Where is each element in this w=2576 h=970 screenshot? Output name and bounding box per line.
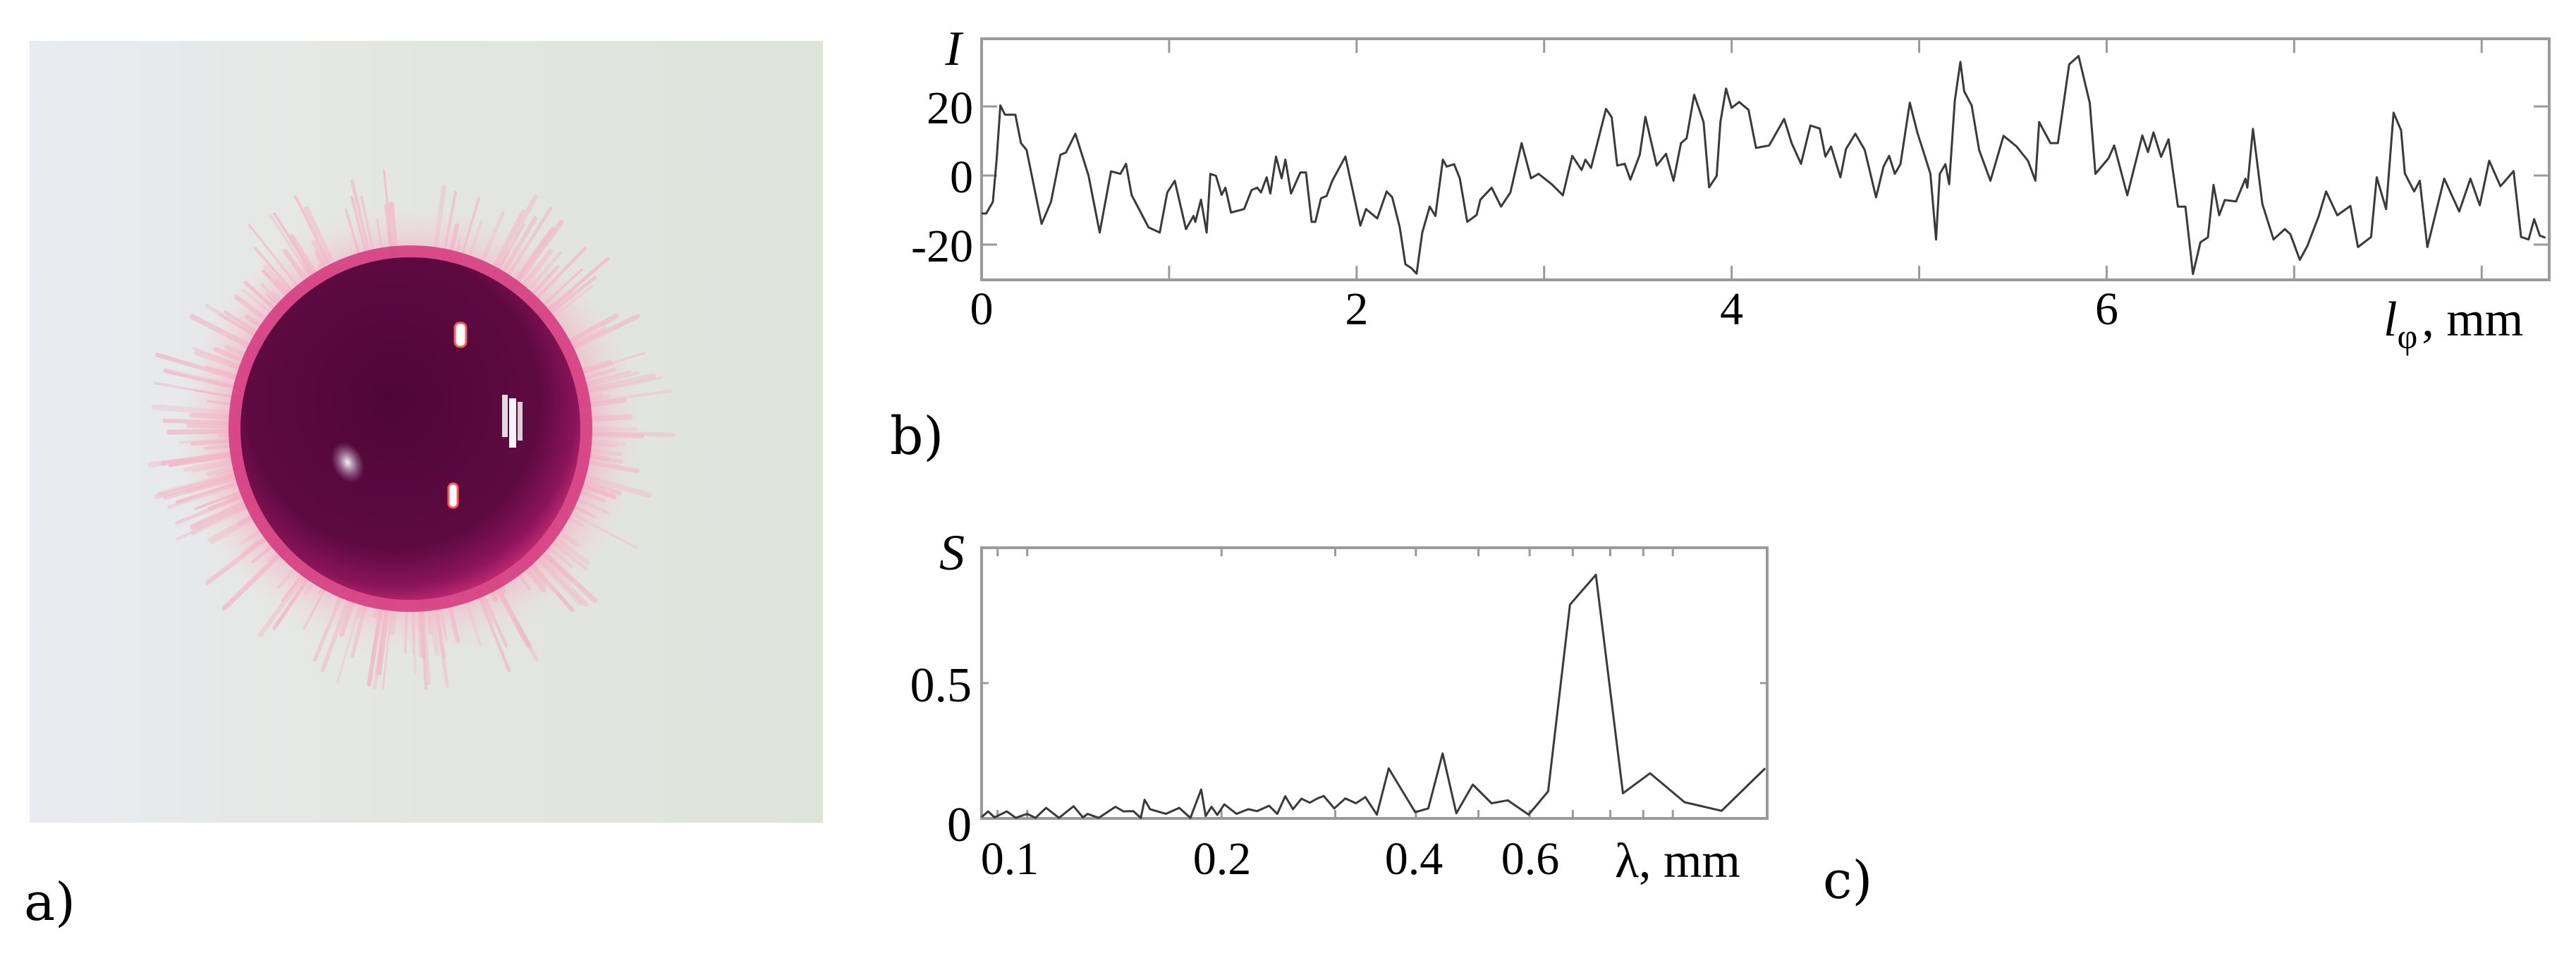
- panel-label-a: a): [24, 876, 75, 928]
- chart-c-spectrum: 0.1 0.2 0.4 0.6 0 0.5 Sλ, mm: [910, 524, 1768, 888]
- x-axis-label: lφ, mm: [2383, 293, 2523, 356]
- x-tick-label: 0.4: [1385, 833, 1443, 885]
- x-tick-label: 0: [970, 283, 994, 335]
- y-tick-label: 0: [950, 152, 973, 203]
- chart-b-intensity-profile: 0 2 4 6 20 0 -20 Ilφ, mm: [911, 22, 2549, 356]
- droplet-specular-bottom: [448, 484, 458, 508]
- y-tick-label: 20: [927, 82, 973, 134]
- y-tick-label: 0.5: [910, 658, 972, 713]
- panel-label-c: c): [1823, 854, 1872, 907]
- y-axis-label: S: [939, 524, 965, 581]
- panel-a-photo: [30, 41, 823, 823]
- x-tick-label: 6: [2095, 283, 2118, 335]
- spectrum-line: [982, 575, 1765, 818]
- y-tick-label: -20: [911, 221, 973, 272]
- y-axis-label: I: [944, 22, 964, 76]
- x-tick-label: 2: [1345, 283, 1368, 335]
- droplet-specular-top: [455, 323, 466, 347]
- intensity-line: [982, 56, 2546, 274]
- x-axis-label: λ, mm: [1615, 834, 1740, 888]
- chart-b-frame: [982, 39, 2549, 280]
- panel-label-b: b): [890, 410, 944, 462]
- chart-c-frame: [982, 548, 1767, 818]
- droplet: [240, 257, 580, 600]
- x-tick-label: 0.2: [1193, 833, 1252, 885]
- x-tick-label: 0.1: [981, 833, 1039, 885]
- y-tick-label: 0: [947, 798, 972, 852]
- x-tick-label: 0.6: [1501, 833, 1560, 885]
- x-tick-label: 4: [1720, 283, 1743, 335]
